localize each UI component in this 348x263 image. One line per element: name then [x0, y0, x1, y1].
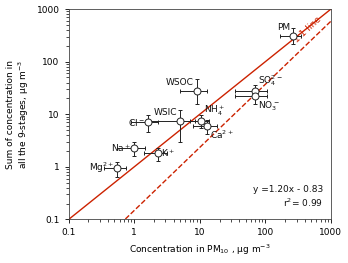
Text: Cl$^-$: Cl$^-$ [128, 117, 145, 128]
Text: WSOC: WSOC [166, 78, 194, 87]
Text: y =1.20x - 0.83
r$^2$= 0.99: y =1.20x - 0.83 r$^2$= 0.99 [253, 185, 323, 209]
Text: PM: PM [277, 23, 290, 32]
Text: K$^+$: K$^+$ [161, 148, 175, 159]
Text: Na$^+$: Na$^+$ [111, 142, 132, 154]
Text: 1:1 line: 1:1 line [293, 15, 324, 45]
Text: NO$_3^-$: NO$_3^-$ [258, 99, 280, 113]
Text: NH$_4^+$: NH$_4^+$ [204, 104, 225, 118]
Text: WSIC: WSIC [154, 108, 177, 117]
Y-axis label: Sum of concentration in
all the 9-stages, μg m$^{-3}$: Sum of concentration in all the 9-stages… [6, 60, 31, 169]
Text: Mg$^{2+}$: Mg$^{2+}$ [89, 161, 114, 175]
X-axis label: Concentration in PM$_{10}$ , μg m$^{-3}$: Concentration in PM$_{10}$ , μg m$^{-3}$ [129, 243, 271, 257]
Text: SO$_4^{2-}$: SO$_4^{2-}$ [258, 73, 283, 88]
Text: Ca$^{2+}$: Ca$^{2+}$ [210, 129, 234, 141]
